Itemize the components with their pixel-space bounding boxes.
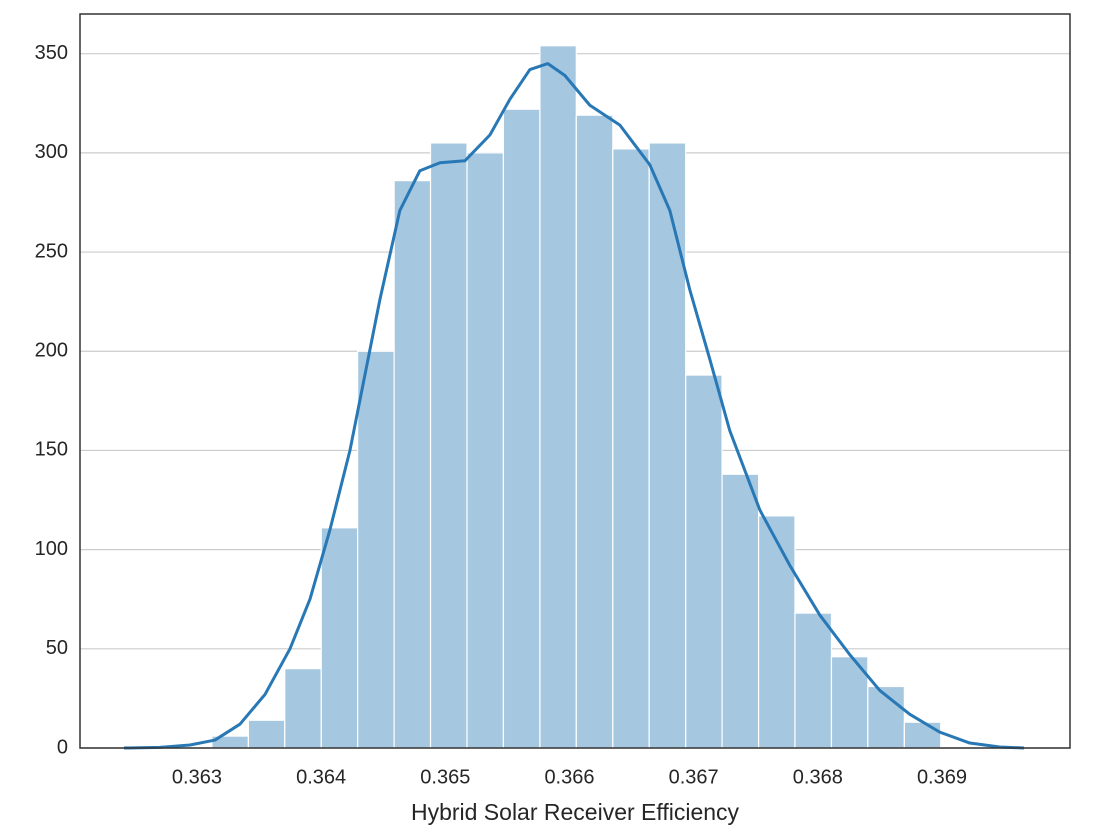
bar bbox=[393, 180, 432, 749]
y-tick-label: 150 bbox=[35, 439, 68, 461]
y-tick-label: 250 bbox=[35, 240, 68, 262]
x-tick-label: 0.365 bbox=[420, 766, 470, 788]
bar bbox=[247, 719, 286, 749]
bar bbox=[357, 350, 395, 749]
y-tick-label: 300 bbox=[35, 141, 68, 163]
x-tick-label: 0.369 bbox=[917, 766, 967, 788]
bar bbox=[466, 152, 505, 749]
y-tick-label: 200 bbox=[35, 340, 68, 362]
x-tick-label: 0.363 bbox=[172, 766, 222, 788]
x-tick-label: 0.364 bbox=[296, 766, 346, 788]
bar bbox=[794, 612, 833, 749]
bar bbox=[284, 668, 322, 749]
bar bbox=[320, 527, 359, 749]
x-axis-label: Hybrid Solar Receiver Efficiency bbox=[411, 799, 740, 825]
x-tick-label: 0.368 bbox=[793, 766, 843, 788]
y-tick-label: 50 bbox=[46, 637, 68, 659]
bar bbox=[903, 721, 942, 749]
bar bbox=[685, 374, 723, 749]
y-tick-label: 350 bbox=[35, 42, 68, 64]
bar bbox=[612, 148, 650, 749]
kde-line bbox=[123, 62, 1024, 750]
bar bbox=[429, 142, 468, 749]
x-tick-label: 0.366 bbox=[544, 766, 594, 788]
plot-frame bbox=[79, 13, 1071, 749]
bar bbox=[575, 114, 614, 749]
bar bbox=[502, 108, 541, 749]
bar bbox=[721, 473, 760, 749]
y-tick-label: 0 bbox=[57, 736, 68, 758]
bar bbox=[648, 142, 687, 749]
x-tick-label: 0.367 bbox=[669, 766, 719, 788]
bar bbox=[539, 45, 577, 749]
y-tick-label: 100 bbox=[35, 538, 68, 560]
bar bbox=[757, 515, 796, 749]
